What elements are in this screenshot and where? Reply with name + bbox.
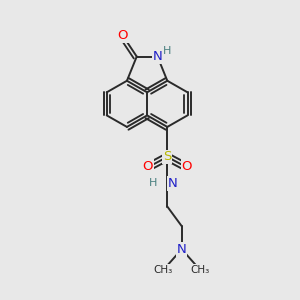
Text: H: H bbox=[163, 46, 171, 56]
Text: N: N bbox=[168, 177, 178, 190]
Text: CH₃: CH₃ bbox=[154, 265, 173, 275]
Text: CH₃: CH₃ bbox=[190, 265, 210, 275]
Text: S: S bbox=[163, 150, 172, 164]
Text: H: H bbox=[149, 178, 157, 188]
Text: N: N bbox=[153, 50, 162, 63]
Text: O: O bbox=[142, 160, 153, 173]
Text: O: O bbox=[182, 160, 192, 173]
Text: O: O bbox=[118, 29, 128, 42]
Text: N: N bbox=[177, 243, 187, 256]
